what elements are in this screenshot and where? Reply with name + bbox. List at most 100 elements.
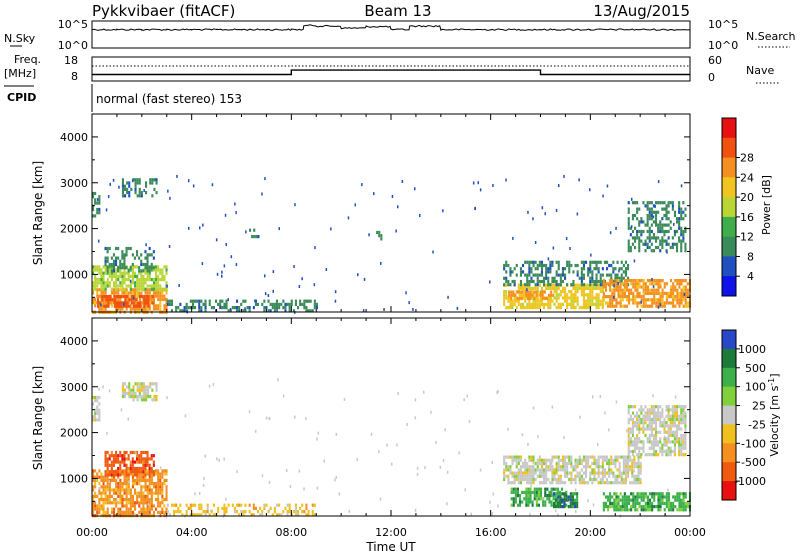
heatmap-cell <box>144 268 147 272</box>
heatmap-speck <box>108 389 111 393</box>
heatmap-cell <box>593 267 596 271</box>
heatmap-cell <box>540 461 543 466</box>
heatmap-cell <box>599 481 602 485</box>
heatmap-cell <box>106 269 109 273</box>
heatmap-cell <box>682 210 685 214</box>
heatmap-cell <box>667 242 670 246</box>
heatmap-cell <box>117 466 120 471</box>
heatmap-cell <box>227 503 230 507</box>
heatmap-cell <box>147 301 150 305</box>
heatmap-cell <box>593 458 596 462</box>
heatmap-cell <box>94 469 97 473</box>
heatmap-speck <box>145 243 147 247</box>
heatmap-cell <box>541 290 544 294</box>
heatmap-cell <box>110 501 113 505</box>
heatmap-cell <box>620 260 623 264</box>
heatmap-cell <box>525 503 528 507</box>
heatmap-cell <box>582 299 585 303</box>
heatmap-cell <box>569 505 572 509</box>
heatmap-cell <box>140 194 143 198</box>
heatmap-cell <box>505 290 508 294</box>
heatmap-cell <box>208 513 211 517</box>
heatmap-speck <box>652 285 655 289</box>
heatmap-cell <box>545 458 548 462</box>
heatmap-cell <box>612 267 615 271</box>
heatmap-cell <box>559 505 562 509</box>
heatmap-cell <box>166 510 169 514</box>
heatmap-cell <box>535 490 538 494</box>
heatmap-cell <box>655 220 658 224</box>
heatmap-cell <box>104 262 107 267</box>
heatmap-cell <box>538 474 541 478</box>
heatmap-cell <box>103 295 106 299</box>
heatmap-cell <box>121 388 124 392</box>
heatmap-cell <box>301 503 304 507</box>
heatmap-cell <box>124 184 127 188</box>
heatmap-cell <box>170 299 173 303</box>
heatmap-cell <box>233 510 236 514</box>
heatmap-cell <box>619 285 622 289</box>
heatmap-cell <box>129 274 132 278</box>
heatmap-cell <box>673 424 676 428</box>
heatmap-cell <box>640 421 643 425</box>
heatmap-cell <box>543 290 546 294</box>
heatmap-cell <box>603 481 606 485</box>
heatmap-cell <box>138 194 141 198</box>
heatmap-cell <box>524 477 527 482</box>
heatmap-cell <box>636 508 639 512</box>
heatmap-cell <box>110 494 113 498</box>
heatmap-cell <box>98 307 101 311</box>
heatmap-cell <box>608 481 611 485</box>
heatmap-cell <box>536 465 539 469</box>
heatmap-cell <box>376 230 379 235</box>
heatmap-cell <box>165 469 168 473</box>
heatmap-cell <box>570 263 573 268</box>
heatmap-cell <box>587 296 590 300</box>
heatmap-cell <box>98 288 101 292</box>
heatmap-cell <box>507 299 510 303</box>
heatmap-cell <box>667 204 670 208</box>
heatmap-cell <box>640 495 643 499</box>
heatmap-speck <box>98 239 100 243</box>
nave-tick-top: 60 <box>708 54 722 67</box>
heatmap-cell <box>547 270 550 274</box>
heatmap-cell <box>684 242 687 246</box>
heatmap-cell <box>534 283 537 287</box>
heatmap-cell <box>538 273 541 277</box>
heatmap-cell <box>303 510 306 514</box>
heatmap-cell <box>128 191 131 195</box>
heatmap-cell <box>535 494 538 498</box>
heatmap-cell <box>200 299 203 303</box>
heatmap-cell <box>682 453 685 457</box>
heatmap-cell <box>636 217 639 221</box>
heatmap-cell <box>144 278 147 282</box>
heatmap-cell <box>609 505 612 509</box>
heatmap-cell <box>157 265 160 269</box>
heatmap-cell <box>525 500 528 504</box>
heatmap-cell <box>604 301 607 305</box>
heatmap-cell <box>568 461 571 466</box>
heatmap-cell <box>633 458 636 462</box>
heatmap-cell <box>657 417 660 422</box>
heatmap-cell <box>311 513 314 517</box>
heatmap-cell <box>138 460 141 464</box>
heatmap-cell <box>165 287 168 291</box>
heatmap-cell <box>150 504 153 508</box>
heatmap-cell <box>576 498 579 502</box>
heatmap-cell <box>98 475 101 479</box>
heatmap-speck <box>147 502 150 506</box>
heatmap-cell <box>538 461 541 466</box>
heatmap-cell <box>123 256 126 260</box>
heatmap-cell <box>642 508 645 512</box>
heatmap-cell <box>204 299 207 303</box>
heatmap-cell <box>547 477 550 482</box>
heatmap-speck <box>203 476 205 480</box>
heatmap-cell <box>161 278 164 282</box>
heatmap-cell <box>505 468 508 472</box>
heatmap-cell <box>534 299 537 303</box>
heatmap-cell <box>96 405 99 409</box>
heatmap-cell <box>134 187 137 191</box>
heatmap-cell <box>657 229 660 234</box>
heatmap-cell <box>595 293 598 297</box>
heatmap-cell <box>646 223 649 227</box>
